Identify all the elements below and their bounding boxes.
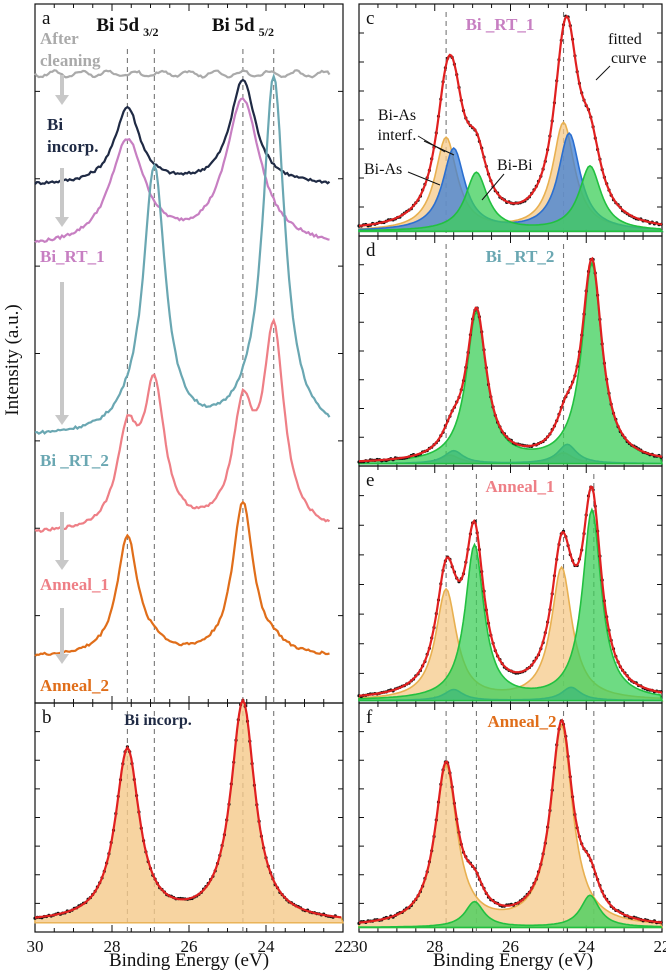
component-bi-as xyxy=(34,698,344,924)
x-tick-label: 28 xyxy=(104,937,121,956)
series-label: Anneal_1 xyxy=(40,575,109,594)
annotation-leader xyxy=(423,140,455,156)
panel-label-b: b xyxy=(42,707,52,728)
x-tick-label: 30 xyxy=(351,937,368,956)
component-bi-as xyxy=(358,132,664,233)
component-bi-as xyxy=(358,723,664,929)
panel-title-f: Anneal_2 xyxy=(488,712,557,731)
annotation-text: interf. xyxy=(378,127,417,144)
panel-label-e: e xyxy=(366,470,374,491)
process-arrow-head xyxy=(55,217,69,227)
x-tick-label: 28 xyxy=(426,937,443,956)
series-label: incorp. xyxy=(47,137,98,156)
process-arrow-head xyxy=(55,95,69,105)
panel-label-d: d xyxy=(366,240,376,261)
series-label: Bi xyxy=(47,115,63,134)
peak-header-1: Bi 5d 3/2 xyxy=(96,15,158,39)
fitted-curve-c xyxy=(358,14,663,227)
process-arrow-head xyxy=(55,560,69,570)
peak-header-sub: 3/2 xyxy=(143,25,158,39)
panel-title-b: Bi incorp. xyxy=(124,712,192,729)
fitted-curve-b xyxy=(34,697,342,919)
spectrum-anneal-2 xyxy=(34,500,330,657)
series-label: After xyxy=(40,29,79,48)
component-bi-bi xyxy=(358,260,664,465)
spectrum-bi-rt-1 xyxy=(34,97,330,244)
annotation-text: Bi-As xyxy=(378,107,416,124)
x-tick-label: 22 xyxy=(335,937,352,956)
series-label: Bi _RT_2 xyxy=(40,451,109,470)
panel-title-d: Bi _RT_2 xyxy=(486,247,555,266)
x-tick-label: 26 xyxy=(502,937,519,956)
annotation-leader xyxy=(407,171,441,186)
x-tick-label: 24 xyxy=(258,937,276,956)
panel-a-frame xyxy=(34,3,344,704)
panel-label-f: f xyxy=(366,707,373,728)
annotation-leader xyxy=(595,65,611,81)
x-tick-label: 26 xyxy=(181,937,198,956)
process-arrow-head xyxy=(55,415,69,425)
annotation-text: curve xyxy=(611,50,647,67)
peak-header-sub: 5/2 xyxy=(259,25,274,39)
panel-label-a: a xyxy=(42,8,51,29)
x-tick-label: 22 xyxy=(654,937,666,956)
y-axis-label: Intensity (a.u.) xyxy=(2,304,23,415)
fitted-curve-e xyxy=(358,485,663,697)
spectrum-bi-incorp- xyxy=(34,78,331,186)
annotation-text: fitted xyxy=(608,31,642,48)
panel-label-c: c xyxy=(366,8,374,29)
series-label: Anneal_2 xyxy=(40,676,109,695)
component-bi-bi xyxy=(358,507,664,702)
component-bi-bi xyxy=(358,894,663,929)
peak-header-main: Bi 5d xyxy=(212,15,255,36)
peak-header-main: Bi 5d xyxy=(96,15,139,36)
spectrum-anneal-1 xyxy=(34,317,331,534)
fitted-curve-f xyxy=(358,718,663,924)
panel-f-frame xyxy=(358,702,663,933)
component-bi-bi xyxy=(358,164,664,233)
x-axis-label-left: Binding Energy (eV) xyxy=(109,950,269,971)
peak-header-2: Bi 5d 5/2 xyxy=(212,15,274,39)
x-axis-label-right: Binding Energy (eV) xyxy=(433,950,593,971)
x-tick-label: 30 xyxy=(27,937,44,956)
fitted-curve-d xyxy=(358,256,663,463)
spectrum-after-cleaning xyxy=(34,68,331,79)
series-label: Bi_RT_1 xyxy=(40,247,105,266)
series-label: cleaning xyxy=(40,51,101,70)
process-arrow-head xyxy=(55,654,69,664)
panel-title-e: Anneal_1 xyxy=(486,477,555,496)
spectrum-bi-rt-2 xyxy=(34,73,331,435)
annotation-text: Bi-As xyxy=(364,161,402,178)
annotation-text: Bi-Bi xyxy=(497,157,533,174)
annotation-leader xyxy=(481,173,505,201)
x-tick-label: 24 xyxy=(578,937,596,956)
panel-title-c: Bi _RT_1 xyxy=(466,15,535,34)
